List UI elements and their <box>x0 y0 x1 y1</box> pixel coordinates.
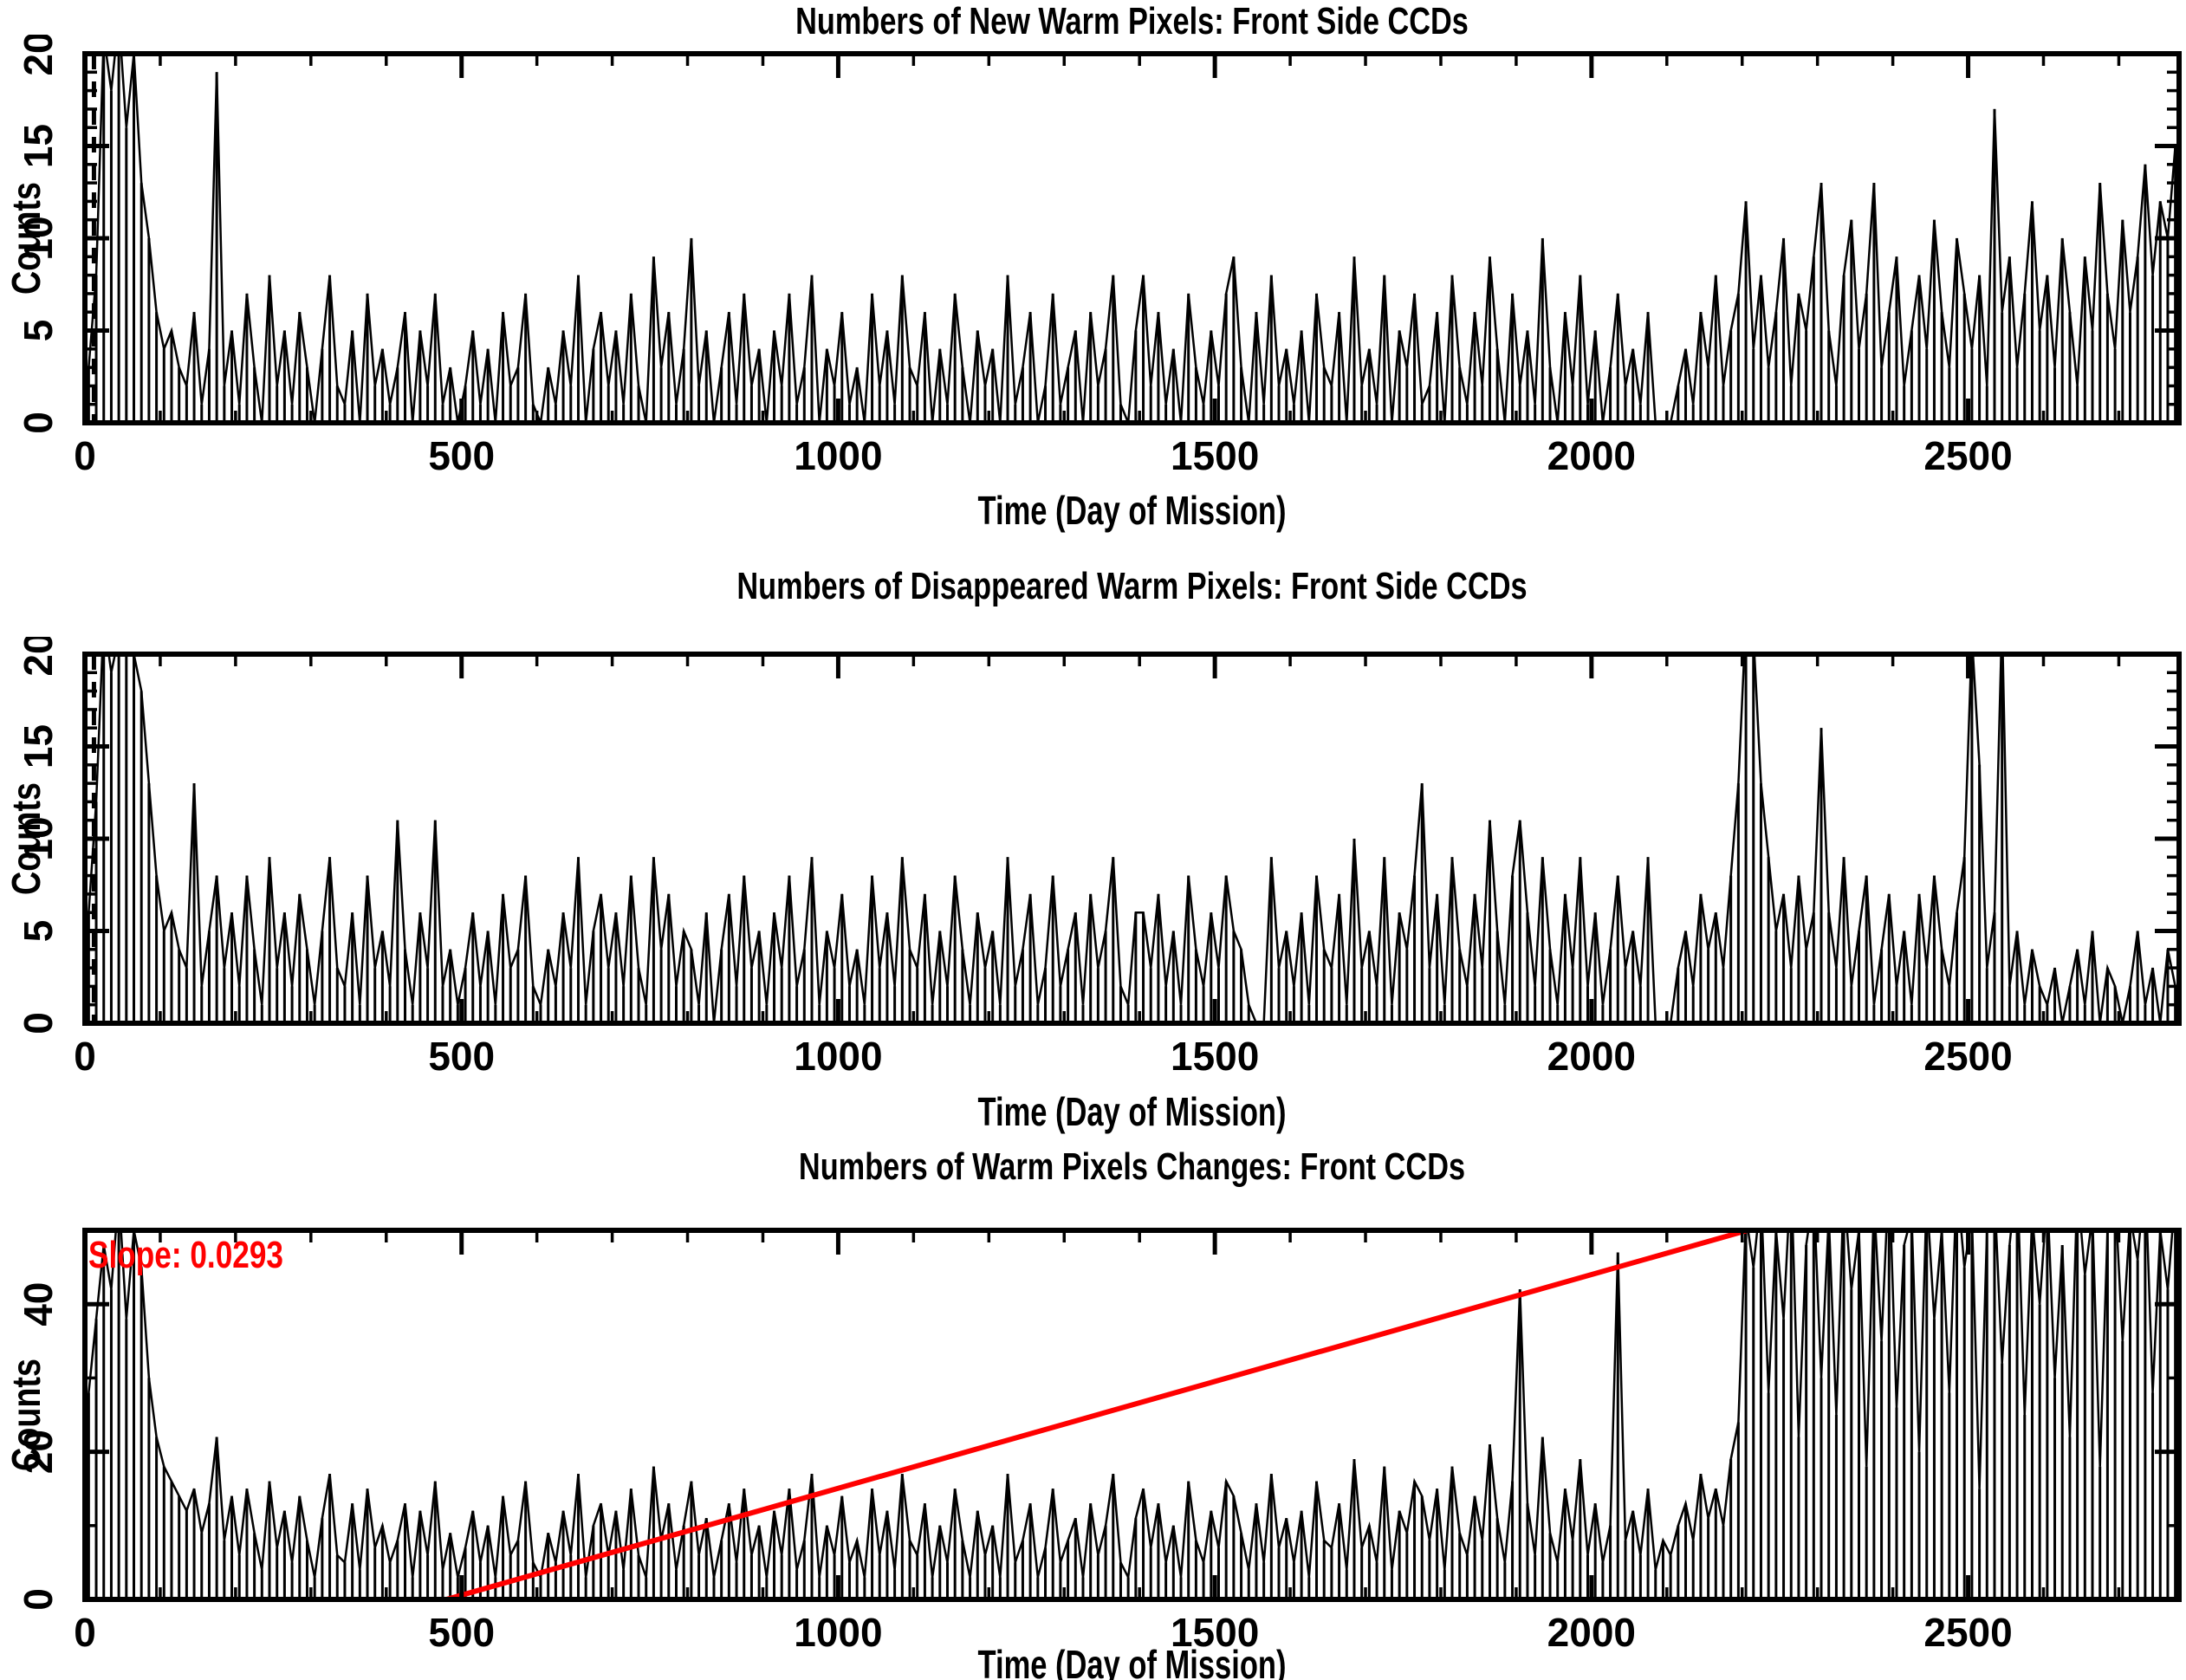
svg-text:5: 5 <box>16 920 61 943</box>
svg-text:5: 5 <box>16 320 61 342</box>
plot2-x-axis-label: Time (Day of Mission) <box>977 1089 1287 1134</box>
svg-text:20: 20 <box>16 1430 61 1474</box>
svg-text:2000: 2000 <box>1547 1610 1636 1651</box>
svg-text:0: 0 <box>16 1012 61 1035</box>
slope-annotation: Slope: 0.0293 <box>88 1234 284 1276</box>
svg-text:0: 0 <box>16 1588 61 1611</box>
svg-text:500: 500 <box>428 433 495 472</box>
svg-text:2500: 2500 <box>1923 1610 2012 1651</box>
svg-text:0: 0 <box>16 412 61 434</box>
svg-text:2500: 2500 <box>1923 433 2012 472</box>
svg-text:10: 10 <box>16 816 61 860</box>
svg-text:40: 40 <box>16 1282 61 1326</box>
plot1-canvas-new-warm-pixels: 0 500 1000 1500 2000 2500 0 5 10 15 20 <box>16 35 2182 472</box>
plot3-canvas-warm-pixel-changes: 0 500 1000 1500 2000 2500 0 20 40 <box>16 1228 2182 1651</box>
svg-text:2000: 2000 <box>1547 433 1636 472</box>
svg-text:15: 15 <box>16 724 61 769</box>
svg-text:0: 0 <box>74 433 96 472</box>
svg-text:1000: 1000 <box>794 433 882 472</box>
svg-text:0: 0 <box>74 1034 96 1074</box>
svg-text:20: 20 <box>16 35 61 76</box>
svg-text:20: 20 <box>16 637 61 677</box>
svg-text:500: 500 <box>428 1034 495 1074</box>
plot1-x-axis-label: Time (Day of Mission) <box>977 488 1287 533</box>
plot3-title: Numbers of Warm Pixels Changes: Front CC… <box>798 1145 1466 1188</box>
svg-text:1500: 1500 <box>1171 433 1259 472</box>
svg-text:2500: 2500 <box>1923 1034 2012 1074</box>
svg-text:2000: 2000 <box>1547 1034 1636 1074</box>
svg-text:1500: 1500 <box>1171 1610 1259 1651</box>
svg-text:10: 10 <box>16 216 61 260</box>
plot2-canvas-disappeared-warm-pixels: 0 500 1000 1500 2000 2500 0 5 10 15 20 <box>16 637 2182 1074</box>
svg-text:1000: 1000 <box>794 1610 882 1651</box>
plot3-x-axis-label: Time (Day of Mission) <box>977 1642 1287 1680</box>
svg-text:500: 500 <box>428 1610 495 1651</box>
svg-text:15: 15 <box>16 124 61 168</box>
plot1-title: Numbers of New Warm Pixels: Front Side C… <box>795 0 1469 42</box>
svg-text:1500: 1500 <box>1171 1034 1259 1074</box>
svg-text:0: 0 <box>74 1610 96 1651</box>
plot2-title: Numbers of Disappeared Warm Pixels: Fron… <box>736 565 1528 607</box>
svg-text:1000: 1000 <box>794 1034 882 1074</box>
